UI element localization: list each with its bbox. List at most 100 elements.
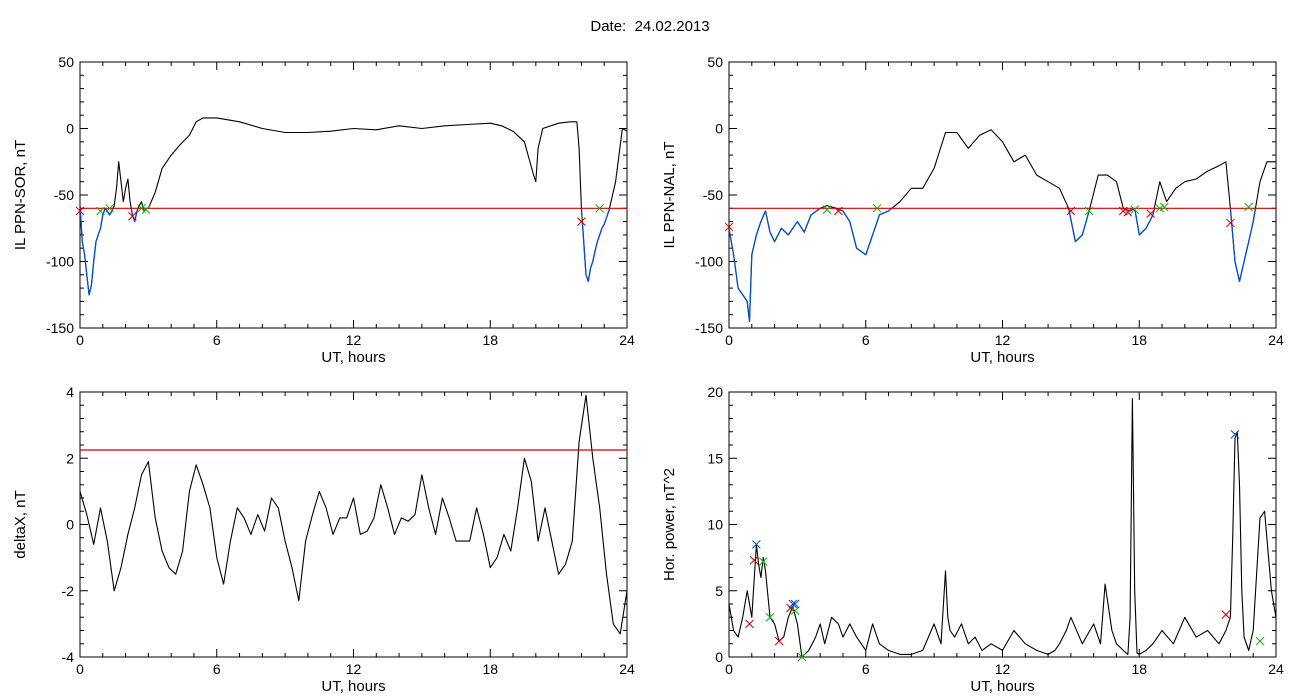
y-tick-label: 15 bbox=[707, 450, 723, 466]
event-start-marker bbox=[1146, 209, 1155, 218]
event-start-marker bbox=[749, 555, 759, 565]
event-start-marker bbox=[774, 636, 784, 646]
series-line bbox=[729, 129, 1276, 322]
event-end-marker-stroke bbox=[141, 205, 151, 214]
y-tick-label: -50 bbox=[54, 187, 74, 203]
event-start-marker bbox=[1226, 218, 1235, 228]
event-end-marker-stroke bbox=[758, 557, 768, 566]
series-line bbox=[80, 117, 627, 296]
x-tick-label: 6 bbox=[862, 661, 870, 677]
event-start-marker bbox=[577, 217, 586, 226]
event-end-marker bbox=[872, 203, 882, 213]
x-tick-label: 24 bbox=[1268, 661, 1284, 677]
plot-frame bbox=[728, 61, 1277, 329]
y-axis-label: Hor. power, nT^2 bbox=[661, 468, 678, 581]
y-tick-label: 0 bbox=[66, 517, 74, 533]
event-start-marker-stroke bbox=[724, 222, 734, 232]
event-end-marker bbox=[758, 557, 768, 566]
event-peak-marker bbox=[751, 540, 761, 549]
event-start-marker-stroke bbox=[128, 211, 137, 221]
event-start-marker-stroke bbox=[749, 555, 759, 565]
event-end-marker-stroke bbox=[137, 203, 146, 213]
event-end-marker-stroke bbox=[96, 206, 105, 216]
y-tick-label: -100 bbox=[695, 254, 723, 270]
event-start-marker-stroke bbox=[1221, 610, 1231, 619]
event-end-marker bbox=[141, 205, 151, 214]
y-axis-label: deltaX, nT bbox=[12, 490, 29, 558]
x-tick-label: 18 bbox=[482, 661, 498, 677]
event-end-marker-stroke bbox=[765, 612, 775, 622]
plot-frame bbox=[728, 391, 1277, 658]
x-tick-label: 24 bbox=[1268, 332, 1284, 348]
event-start-marker-stroke bbox=[1226, 218, 1235, 228]
event-start-marker-stroke bbox=[577, 217, 586, 226]
event-end-marker bbox=[96, 206, 105, 216]
y-tick-label: 5 bbox=[715, 583, 723, 599]
event-start-marker-stroke bbox=[834, 206, 843, 216]
series-line bbox=[729, 398, 1276, 657]
y-tick-label: 0 bbox=[715, 649, 723, 665]
x-tick-label: 18 bbox=[482, 332, 498, 348]
x-axis-label: UT, hours bbox=[321, 678, 385, 695]
event-start-marker bbox=[1221, 610, 1231, 619]
event-end-marker-stroke bbox=[1255, 636, 1265, 646]
x-tick-label: 6 bbox=[213, 661, 221, 677]
event-start-marker bbox=[834, 206, 843, 216]
y-tick-label: -150 bbox=[695, 320, 723, 336]
event-end-marker bbox=[1255, 636, 1265, 646]
x-tick-label: 12 bbox=[995, 661, 1011, 677]
plot-frame bbox=[79, 391, 628, 658]
x-tick-label: 18 bbox=[1131, 332, 1147, 348]
y-axis-label: IL PPN-NAL, nT bbox=[661, 142, 678, 249]
event-end-marker-stroke bbox=[595, 203, 605, 213]
event-start-marker-stroke bbox=[745, 619, 754, 629]
x-tick-label: 12 bbox=[995, 332, 1011, 348]
event-end-marker-stroke bbox=[1244, 202, 1254, 212]
event-end-marker-stroke bbox=[1084, 206, 1094, 216]
chart-tl: 0 6 12 18 24 -150 -100 -50 0 50 UT, hours IL PPN-SO… bbox=[12, 54, 635, 366]
x-tick-label: 6 bbox=[213, 332, 221, 348]
date-title: Date: 24.02.2013 bbox=[0, 18, 1300, 35]
event-peak-marker bbox=[788, 599, 798, 609]
event-start-marker bbox=[724, 222, 734, 232]
plot-frame bbox=[79, 61, 628, 329]
y-tick-label: 50 bbox=[707, 54, 723, 70]
y-tick-label: 2 bbox=[66, 450, 74, 466]
event-end-marker bbox=[790, 606, 800, 615]
series-line-below-threshold bbox=[729, 208, 1257, 323]
event-end-marker bbox=[765, 612, 775, 622]
x-tick-label: 0 bbox=[76, 332, 84, 348]
x-tick-label: 6 bbox=[862, 332, 870, 348]
x-tick-label: 12 bbox=[346, 661, 362, 677]
event-peak-marker-stroke bbox=[1230, 430, 1240, 439]
event-end-marker-stroke bbox=[797, 652, 807, 662]
y-tick-label: 50 bbox=[58, 54, 74, 70]
series-line-below-threshold bbox=[80, 208, 611, 296]
event-end-marker-stroke bbox=[872, 203, 882, 213]
event-peak-marker bbox=[790, 599, 800, 609]
event-start-marker-stroke bbox=[774, 636, 784, 646]
event-peak-marker-stroke bbox=[788, 599, 798, 609]
event-end-marker bbox=[595, 203, 605, 213]
chart-tr: 0 6 12 18 24 -150 -100 -50 0 50 UT, hours IL PPN-NA… bbox=[661, 54, 1284, 366]
x-tick-label: 12 bbox=[346, 332, 362, 348]
series-line bbox=[80, 394, 627, 635]
event-start-marker-stroke bbox=[1146, 209, 1155, 218]
y-tick-label: -50 bbox=[703, 187, 723, 203]
y-tick-label: 4 bbox=[66, 384, 74, 400]
x-tick-label: 24 bbox=[619, 661, 635, 677]
date-value: 24.02.2013 bbox=[634, 18, 710, 35]
event-start-marker-stroke bbox=[1123, 207, 1133, 217]
x-tick-label: 0 bbox=[725, 332, 733, 348]
x-tick-label: 0 bbox=[725, 661, 733, 677]
event-start-marker-stroke bbox=[75, 206, 85, 216]
x-axis-label: UT, hours bbox=[970, 349, 1034, 366]
event-end-marker-stroke bbox=[105, 203, 114, 213]
event-end-marker-stroke bbox=[790, 606, 800, 615]
event-end-marker-stroke bbox=[1159, 202, 1169, 212]
event-peak-marker bbox=[1230, 430, 1240, 439]
event-end-marker bbox=[797, 652, 807, 662]
event-end-marker-stroke bbox=[822, 205, 832, 214]
